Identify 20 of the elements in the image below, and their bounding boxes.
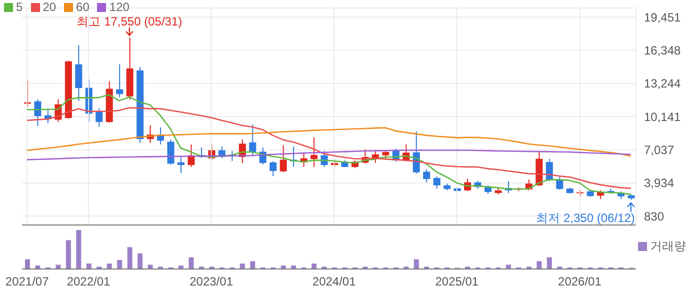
legend-label: 60	[76, 0, 90, 14]
legend-label: 120	[109, 0, 130, 14]
x-tick-label: 2022/01	[66, 274, 111, 289]
legend-label: 거래량	[650, 238, 686, 255]
x-tick-label: 2021/07	[5, 274, 50, 289]
y-tick-label: 7,037	[644, 143, 674, 158]
x-tick-label: 2026/01	[558, 274, 602, 289]
legend-label: 20	[42, 0, 56, 14]
x-tick-label: 2025/01	[435, 274, 479, 289]
legend-label: 5	[16, 0, 23, 14]
x-tick-label: 2023/01	[190, 274, 234, 289]
annotation: 최고 17,550 (05/31)	[76, 14, 182, 28]
y-tick-label: 3,934	[644, 176, 674, 190]
annotation: 최저 2,350 (06/12)	[536, 210, 635, 225]
y-tick-label: 830	[644, 209, 664, 224]
y-tick-label: 16,348	[644, 44, 682, 58]
y-tick-label: 10,141	[644, 110, 682, 124]
y-tick-label: 19,451	[644, 10, 682, 24]
y-tick-label: 13,244	[644, 76, 682, 91]
x-tick-label: 2024/01	[312, 274, 356, 289]
